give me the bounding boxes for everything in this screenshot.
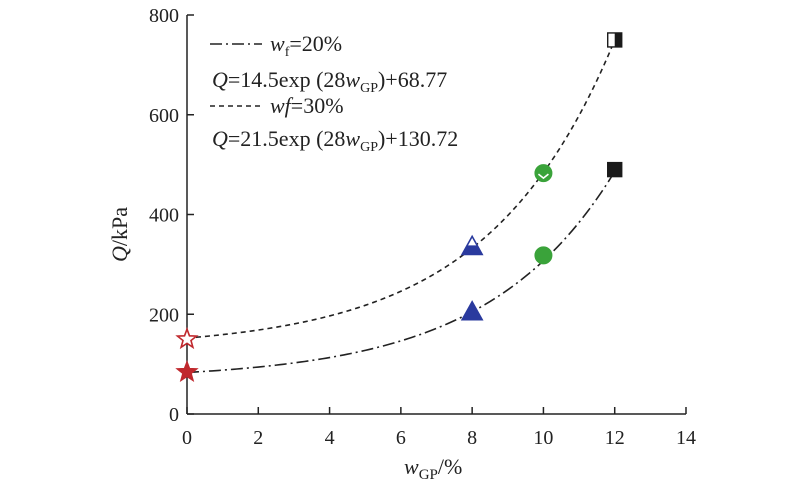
y-axis-label-var: Q <box>107 246 132 262</box>
legend-value-series-2: =30% <box>291 93 344 118</box>
data-point-s1-p2 <box>460 300 484 321</box>
x-tick-label: 12 <box>605 427 625 449</box>
y-tick-label: 800 <box>149 5 179 27</box>
equation-sub-series-2: GP <box>360 140 378 155</box>
legend: wf=20% Q=14.5exp (28wGP)+68.77 wf=30% Q=… <box>210 31 458 155</box>
legend-label-series-2: wf=30% <box>270 93 344 118</box>
equation-lhs-series-1: Q <box>212 67 228 92</box>
data-point-s2-p4 <box>607 32 623 48</box>
x-tick-label: 14 <box>676 427 696 449</box>
legend-var-series-2: wf <box>270 93 294 118</box>
data-point-s2-p2 <box>460 234 484 256</box>
equation-var-series-1: w <box>345 67 360 92</box>
equation-post-series-1: )+68.77 <box>378 67 447 92</box>
y-axis-label-unit: /kPa <box>107 207 132 246</box>
data-markers <box>175 32 623 383</box>
data-point-s1-p1 <box>175 359 199 383</box>
data-point-s1-p4 <box>607 161 623 178</box>
axis-tick-labels: 0 2 4 6 8 10 12 14 0 200 400 600 800 <box>149 5 696 449</box>
equation-sub-series-1: GP <box>360 81 378 96</box>
data-point-s2-p3 <box>534 164 553 183</box>
legend-label-series-1: wf=20% <box>270 31 342 60</box>
axis-ticks <box>186 14 687 415</box>
equation-series-2: Q=21.5exp (28wGP)+130.72 <box>212 126 458 155</box>
x-axis-label: wGP/% <box>404 454 462 483</box>
x-tick-label: 0 <box>182 427 192 449</box>
equation-series-1: Q=14.5exp (28wGP)+68.77 <box>212 67 447 96</box>
equation-lhs-series-2: Q <box>212 126 228 151</box>
x-tick-label: 10 <box>533 427 553 449</box>
y-tick-label: 400 <box>149 205 179 227</box>
legend-value-series-1: =20% <box>289 31 342 56</box>
legend-var-series-1: w <box>270 31 285 56</box>
data-point-s2-p1 <box>175 326 199 350</box>
y-tick-label: 200 <box>149 304 179 326</box>
x-axis-label-sub: GP <box>419 467 438 483</box>
x-axis-label-var: w <box>404 454 419 479</box>
equation-pre-series-2: =21.5exp (28 <box>228 126 346 151</box>
x-tick-label: 8 <box>467 427 477 449</box>
data-point-s1-p3 <box>534 246 553 265</box>
x-tick-label: 6 <box>396 427 406 449</box>
y-tick-label: 600 <box>149 105 179 127</box>
legend-sub-series-1: f <box>285 45 290 60</box>
equation-var-series-2: w <box>345 126 360 151</box>
x-axis-label-unit: /% <box>438 454 462 479</box>
equation-pre-series-1: =14.5exp (28 <box>228 67 346 92</box>
equation-post-series-2: )+130.72 <box>378 126 458 151</box>
fit-line-series-1 <box>186 171 616 374</box>
y-tick-label: 0 <box>169 404 179 426</box>
x-tick-label: 4 <box>325 427 335 449</box>
x-tick-label: 2 <box>253 427 263 449</box>
y-axis-label: Q/kPa <box>107 207 132 262</box>
